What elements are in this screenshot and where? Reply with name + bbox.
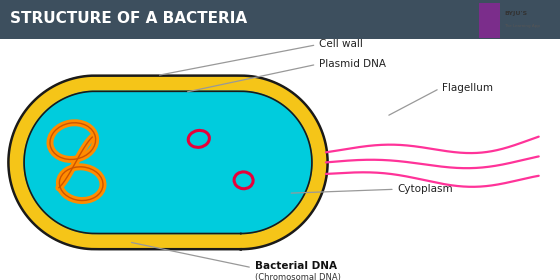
- Text: The Learning App: The Learning App: [505, 24, 540, 28]
- Polygon shape: [8, 76, 328, 249]
- Text: BYJU'S: BYJU'S: [505, 11, 528, 16]
- FancyBboxPatch shape: [0, 0, 560, 39]
- Text: Flagellum: Flagellum: [442, 83, 493, 93]
- Text: Cell wall: Cell wall: [319, 39, 363, 49]
- Text: Bacterial DNA: Bacterial DNA: [255, 261, 337, 271]
- Text: Cytoplasm: Cytoplasm: [398, 184, 453, 194]
- Polygon shape: [24, 91, 312, 234]
- Text: Plasmid DNA: Plasmid DNA: [319, 59, 386, 69]
- Text: (Chromosomal DNA): (Chromosomal DNA): [255, 273, 340, 280]
- FancyBboxPatch shape: [479, 3, 500, 38]
- Ellipse shape: [234, 172, 253, 189]
- Ellipse shape: [188, 130, 209, 147]
- Text: STRUCTURE OF A BACTERIA: STRUCTURE OF A BACTERIA: [10, 11, 247, 26]
